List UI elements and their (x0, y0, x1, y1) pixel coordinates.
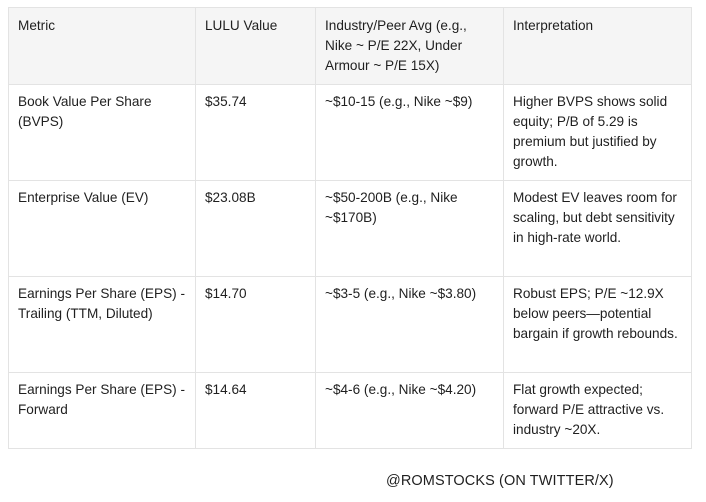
cell-metric: Enterprise Value (EV) (8, 180, 196, 277)
table-row: Enterprise Value (EV) $23.08B ~$50-200B … (8, 180, 692, 277)
header-peer-avg: Industry/Peer Avg (e.g., Nike ~ P/E 22X,… (315, 7, 504, 85)
cell-peer: ~$3-5 (e.g., Nike ~$3.80) (315, 276, 504, 373)
header-metric: Metric (8, 7, 196, 85)
header-lulu-value: LULU Value (195, 7, 316, 85)
cell-peer: ~$4-6 (e.g., Nike ~$4.20) (315, 372, 504, 449)
cell-value: $35.74 (195, 84, 316, 181)
cell-interpretation: Robust EPS; P/E ~12.9X below peers—poten… (503, 276, 692, 373)
twitter-credit: @ROMSTOCKS (ON TWITTER/X) (386, 473, 614, 489)
header-interpretation: Interpretation (503, 7, 692, 85)
cell-value: $23.08B (195, 180, 316, 277)
table-row: Book Value Per Share (BVPS) $35.74 ~$10-… (8, 84, 692, 181)
cell-peer: ~$50-200B (e.g., Nike ~$170B) (315, 180, 504, 277)
cell-value: $14.64 (195, 372, 316, 449)
cell-metric: Book Value Per Share (BVPS) (8, 84, 196, 181)
cell-peer: ~$10-15 (e.g., Nike ~$9) (315, 84, 504, 181)
cell-interpretation: Modest EV leaves room for scaling, but d… (503, 180, 692, 277)
table-header-row: Metric LULU Value Industry/Peer Avg (e.g… (8, 7, 692, 85)
table-row: Earnings Per Share (EPS) - Trailing (TTM… (8, 276, 692, 373)
table-row: Earnings Per Share (EPS) - Forward $14.6… (8, 372, 692, 449)
cell-metric: Earnings Per Share (EPS) - Forward (8, 372, 196, 449)
cell-metric: Earnings Per Share (EPS) - Trailing (TTM… (8, 276, 196, 373)
metrics-table-container: Metric LULU Value Industry/Peer Avg (e.g… (8, 7, 692, 449)
cell-interpretation: Higher BVPS shows solid equity; P/B of 5… (503, 84, 692, 181)
metrics-table: Metric LULU Value Industry/Peer Avg (e.g… (8, 7, 692, 449)
cell-interpretation: Flat growth expected; forward P/E attrac… (503, 372, 692, 449)
cell-value: $14.70 (195, 276, 316, 373)
